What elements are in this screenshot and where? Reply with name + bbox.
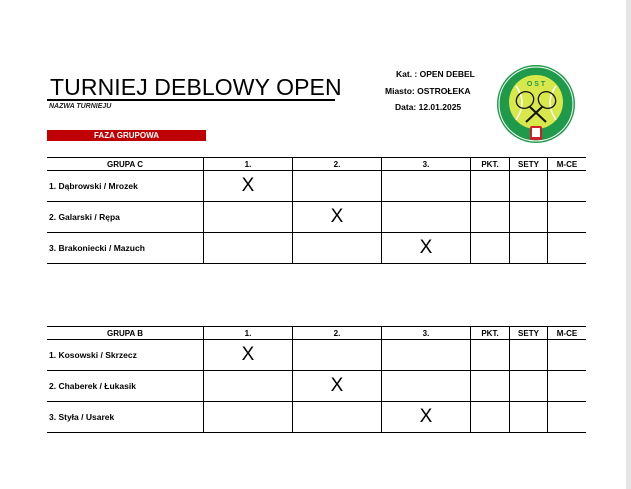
points-cell[interactable] bbox=[470, 170, 510, 202]
result-cell[interactable] bbox=[381, 201, 471, 233]
city: Miasto: OSTROŁEKA bbox=[385, 86, 471, 96]
points-cell[interactable] bbox=[470, 201, 510, 233]
result-cell[interactable]: X bbox=[381, 401, 471, 433]
sets-cell[interactable] bbox=[509, 232, 548, 264]
svg-text:O S T: O S T bbox=[527, 81, 546, 88]
sets-cell[interactable] bbox=[509, 370, 548, 402]
result-cell[interactable] bbox=[292, 170, 382, 202]
column-header: SETY bbox=[509, 157, 548, 171]
place-cell[interactable] bbox=[547, 170, 586, 202]
group-name-header: GRUPA B bbox=[47, 326, 204, 340]
table-row: 3. Styła / Usarek X bbox=[47, 401, 586, 433]
place-cell[interactable] bbox=[547, 232, 586, 264]
result-cell[interactable] bbox=[203, 201, 293, 233]
column-header: PKT. bbox=[470, 326, 510, 340]
sets-cell[interactable] bbox=[509, 339, 548, 371]
date: Data: 12.01.2025 bbox=[395, 102, 462, 112]
tournament-name-label: NAZWA TURNIEJU bbox=[49, 103, 112, 110]
column-header: 2. bbox=[292, 326, 382, 340]
team-name: 3. Brakoniecki / Mazuch bbox=[47, 232, 204, 264]
table-header-row: GRUPA C 1. 2. 3. PKT. SETY M-CE bbox=[47, 157, 586, 171]
group-b-table: GRUPA B 1. 2. 3. PKT. SETY M-CE 1. Kosow… bbox=[47, 326, 586, 433]
place-cell[interactable] bbox=[547, 339, 586, 371]
result-cell[interactable] bbox=[381, 370, 471, 402]
column-header: 3. bbox=[381, 326, 471, 340]
category: Kat. : OPEN DEBEL bbox=[396, 69, 475, 79]
team-name: 2. Galarski / Rępa bbox=[47, 201, 204, 233]
table-row: 2. Chaberek / Łukasik X bbox=[47, 370, 586, 402]
table-header-row: GRUPA B 1. 2. 3. PKT. SETY M-CE bbox=[47, 326, 586, 340]
table-row: 3. Brakoniecki / Mazuch X bbox=[47, 232, 586, 264]
title-underline bbox=[47, 99, 335, 101]
result-cell[interactable]: X bbox=[203, 339, 293, 371]
scrollbar[interactable] bbox=[626, 0, 631, 489]
phase-banner: FAZA GRUPOWA bbox=[47, 130, 206, 141]
result-cell[interactable] bbox=[292, 232, 382, 264]
place-cell[interactable] bbox=[547, 201, 586, 233]
column-header: PKT. bbox=[470, 157, 510, 171]
result-cell[interactable] bbox=[292, 339, 382, 371]
result-cell[interactable] bbox=[203, 401, 293, 433]
group-c-table: GRUPA C 1. 2. 3. PKT. SETY M-CE 1. Dąbro… bbox=[47, 157, 586, 264]
page-title: TURNIEJ DEBLOWY OPEN bbox=[50, 74, 342, 100]
column-header: M-CE bbox=[547, 157, 586, 171]
column-header: 1. bbox=[203, 157, 293, 171]
team-name: 3. Styła / Usarek bbox=[47, 401, 204, 433]
column-header: 1. bbox=[203, 326, 293, 340]
result-cell[interactable]: X bbox=[381, 232, 471, 264]
result-cell[interactable] bbox=[203, 370, 293, 402]
points-cell[interactable] bbox=[470, 232, 510, 264]
result-cell[interactable]: X bbox=[203, 170, 293, 202]
points-cell[interactable] bbox=[470, 370, 510, 402]
table-row: 1. Dąbrowski / Mrozek X bbox=[47, 170, 586, 202]
points-cell[interactable] bbox=[470, 339, 510, 371]
result-cell[interactable] bbox=[292, 401, 382, 433]
table-row: 1. Kosowski / Skrzecz X bbox=[47, 339, 586, 371]
team-name: 2. Chaberek / Łukasik bbox=[47, 370, 204, 402]
column-header: M-CE bbox=[547, 326, 586, 340]
club-logo: O S T bbox=[497, 65, 575, 143]
result-cell[interactable]: X bbox=[292, 201, 382, 233]
place-cell[interactable] bbox=[547, 401, 586, 433]
team-name: 1. Kosowski / Skrzecz bbox=[47, 339, 204, 371]
sets-cell[interactable] bbox=[509, 201, 548, 233]
result-cell[interactable] bbox=[381, 170, 471, 202]
place-cell[interactable] bbox=[547, 370, 586, 402]
sets-cell[interactable] bbox=[509, 170, 548, 202]
team-name: 1. Dąbrowski / Mrozek bbox=[47, 170, 204, 202]
group-name-header: GRUPA C bbox=[47, 157, 204, 171]
column-header: 3. bbox=[381, 157, 471, 171]
column-header: SETY bbox=[509, 326, 548, 340]
table-row: 2. Galarski / Rępa X bbox=[47, 201, 586, 233]
sets-cell[interactable] bbox=[509, 401, 548, 433]
result-cell[interactable]: X bbox=[292, 370, 382, 402]
result-cell[interactable] bbox=[203, 232, 293, 264]
column-header: 2. bbox=[292, 157, 382, 171]
result-cell[interactable] bbox=[381, 339, 471, 371]
points-cell[interactable] bbox=[470, 401, 510, 433]
